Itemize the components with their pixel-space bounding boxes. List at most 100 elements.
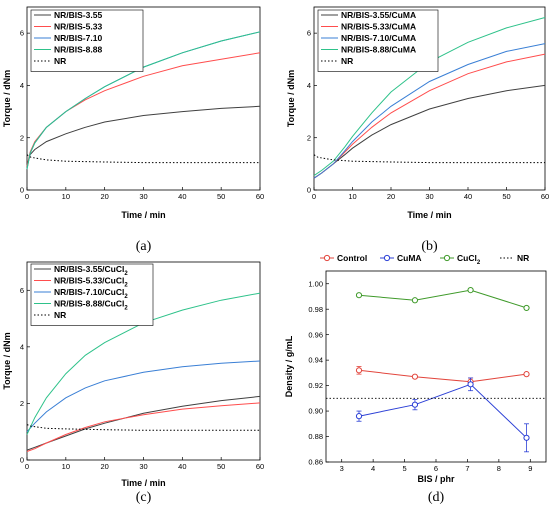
series-line-nr bbox=[26, 154, 260, 164]
x-tick-label: 50 bbox=[217, 462, 225, 471]
legend-box bbox=[30, 263, 154, 326]
legend-label: NR bbox=[341, 56, 353, 66]
data-point bbox=[355, 292, 363, 299]
legend-label: NR/BIS-5.33/CuCl2 bbox=[54, 276, 128, 289]
x-tick-label: 40 bbox=[178, 462, 186, 471]
y-tick-label: 4 bbox=[307, 81, 311, 90]
panel-caption: (b) bbox=[421, 239, 438, 254]
y-tick-label: 0.98 bbox=[308, 305, 323, 314]
series-line-nr-bis-5-33-cuma bbox=[313, 53, 546, 179]
legend-label: NR/BIS-7.10/CuCl2 bbox=[54, 287, 128, 300]
legend-label: NR/BIS-8.88 bbox=[54, 45, 102, 55]
y-axis-label: Torque / dNm bbox=[286, 70, 296, 127]
legend-label: NR/BIS-8.88/CuMA bbox=[341, 45, 416, 55]
x-tick-label: 8 bbox=[497, 464, 501, 473]
x-tick-label: 30 bbox=[425, 192, 433, 201]
legend-label: NR/BIS-7.10 bbox=[54, 33, 102, 43]
y-tick-label: 0 bbox=[20, 456, 24, 465]
data-point bbox=[523, 304, 530, 312]
data-point bbox=[411, 401, 419, 408]
panel-caption: (d) bbox=[428, 490, 445, 505]
y-tick-label: 4 bbox=[20, 81, 24, 90]
x-tick-label: 0 bbox=[25, 462, 29, 471]
x-tick-label: 10 bbox=[62, 462, 70, 471]
y-tick-label: 6 bbox=[20, 29, 24, 38]
y-tick-label: 0 bbox=[20, 186, 24, 195]
series-line-nr-bis-5-33-cucl bbox=[26, 402, 261, 452]
x-tick-label: 20 bbox=[100, 192, 108, 201]
series-line-nr bbox=[26, 424, 260, 431]
y-axis-label: Torque / dNm bbox=[2, 332, 12, 389]
legend-box bbox=[30, 9, 144, 72]
x-tick-label: 10 bbox=[62, 192, 70, 201]
legend-marker bbox=[323, 254, 331, 262]
series-line-nr-bis-3-55-cuma bbox=[313, 84, 546, 179]
x-tick-label: 40 bbox=[464, 192, 472, 201]
data-point bbox=[411, 373, 419, 380]
chart-panel-b: 0 10 20 30 40 50 60 0 2 4 6 Time / min Torque / dNm (… bbox=[286, 6, 549, 254]
y-tick-label: 2 bbox=[20, 399, 24, 408]
series-line-nr-bis-5-33 bbox=[26, 52, 261, 167]
series-line-nr-bis-7-10-cuma bbox=[313, 43, 546, 179]
x-tick-label: 60 bbox=[256, 192, 264, 201]
x-tick-label: 6 bbox=[434, 464, 438, 473]
series-line-nr-bis-8-88-cuma bbox=[313, 17, 546, 177]
x-axis-label: BIS / phr bbox=[417, 474, 454, 484]
legend-label: NR/BIS-5.33 bbox=[54, 22, 102, 32]
series-line-control bbox=[358, 369, 527, 383]
y-tick-label: 4 bbox=[20, 342, 24, 351]
legend-label: Control bbox=[337, 253, 367, 263]
data-point bbox=[467, 381, 474, 388]
legend-marker bbox=[383, 254, 391, 262]
legend-label: NR bbox=[54, 56, 66, 66]
legend-marker bbox=[443, 254, 451, 262]
y-tick-label: 0.92 bbox=[308, 381, 323, 390]
y-tick-label: 0.88 bbox=[308, 432, 323, 441]
x-tick-label: 3 bbox=[340, 464, 344, 473]
series-line-cuma bbox=[358, 383, 527, 439]
x-axis-label: Time / min bbox=[121, 478, 165, 488]
panel-caption: (a) bbox=[136, 239, 152, 254]
y-tick-label: 0.90 bbox=[308, 407, 323, 416]
series-line-nr-bis-8-88-cucl bbox=[26, 292, 261, 435]
series-line-cucl bbox=[358, 289, 527, 309]
y-tick-label: 6 bbox=[307, 29, 311, 38]
legend-label: CuCl2 bbox=[457, 253, 481, 266]
data-point bbox=[523, 371, 530, 378]
data-point bbox=[355, 367, 363, 374]
x-tick-label: 30 bbox=[139, 462, 147, 471]
series-line-nr-bis-7-10-cucl bbox=[26, 360, 261, 433]
legend-label: NR/BIS-3.55/CuMA bbox=[341, 10, 416, 20]
legend-label: NR bbox=[54, 310, 66, 320]
x-axis-label: Time / min bbox=[121, 210, 165, 220]
y-tick-label: 2 bbox=[307, 133, 311, 142]
data-point bbox=[523, 434, 530, 441]
x-tick-label: 0 bbox=[25, 192, 29, 201]
y-tick-label: 0.94 bbox=[308, 356, 323, 365]
y-tick-label: 2 bbox=[20, 133, 24, 142]
y-tick-label: 0 bbox=[307, 186, 311, 195]
legend-label: NR/BIS-8.88/CuCl2 bbox=[54, 299, 128, 312]
y-tick-label: 0.86 bbox=[308, 458, 323, 467]
legend-label: NR/BIS-5.33/CuMA bbox=[341, 22, 416, 32]
x-tick-label: 7 bbox=[465, 464, 469, 473]
y-tick-label: 1.00 bbox=[308, 279, 323, 288]
chart-panel-d: 3 4 5 6 7 8 9 0.86 0.88 0.90 0.92 0.94 0.96 0.98 1.00 B… bbox=[284, 253, 547, 505]
data-point bbox=[411, 297, 419, 304]
legend-label: NR/BIS-3.55/CuCl2 bbox=[54, 264, 128, 277]
data-point bbox=[355, 413, 363, 420]
x-tick-label: 60 bbox=[256, 462, 264, 471]
y-axis-label: Density / g/mL bbox=[284, 335, 294, 397]
x-tick-label: 20 bbox=[100, 462, 108, 471]
x-tick-label: 4 bbox=[371, 464, 375, 473]
chart-panel-c: 0 10 20 30 40 50 60 0 2 4 6 Time / min Torque / dNm (… bbox=[2, 261, 264, 505]
x-tick-label: 50 bbox=[217, 192, 225, 201]
x-tick-label: 0 bbox=[312, 192, 316, 201]
x-tick-label: 5 bbox=[402, 464, 406, 473]
x-axis-label: Time / min bbox=[407, 210, 451, 220]
legend-label: NR/BIS-7.10/CuMA bbox=[341, 33, 416, 43]
y-tick-label: 6 bbox=[20, 286, 24, 295]
x-tick-label: 9 bbox=[528, 464, 532, 473]
series-line-nr-bis-8-88 bbox=[26, 31, 261, 170]
